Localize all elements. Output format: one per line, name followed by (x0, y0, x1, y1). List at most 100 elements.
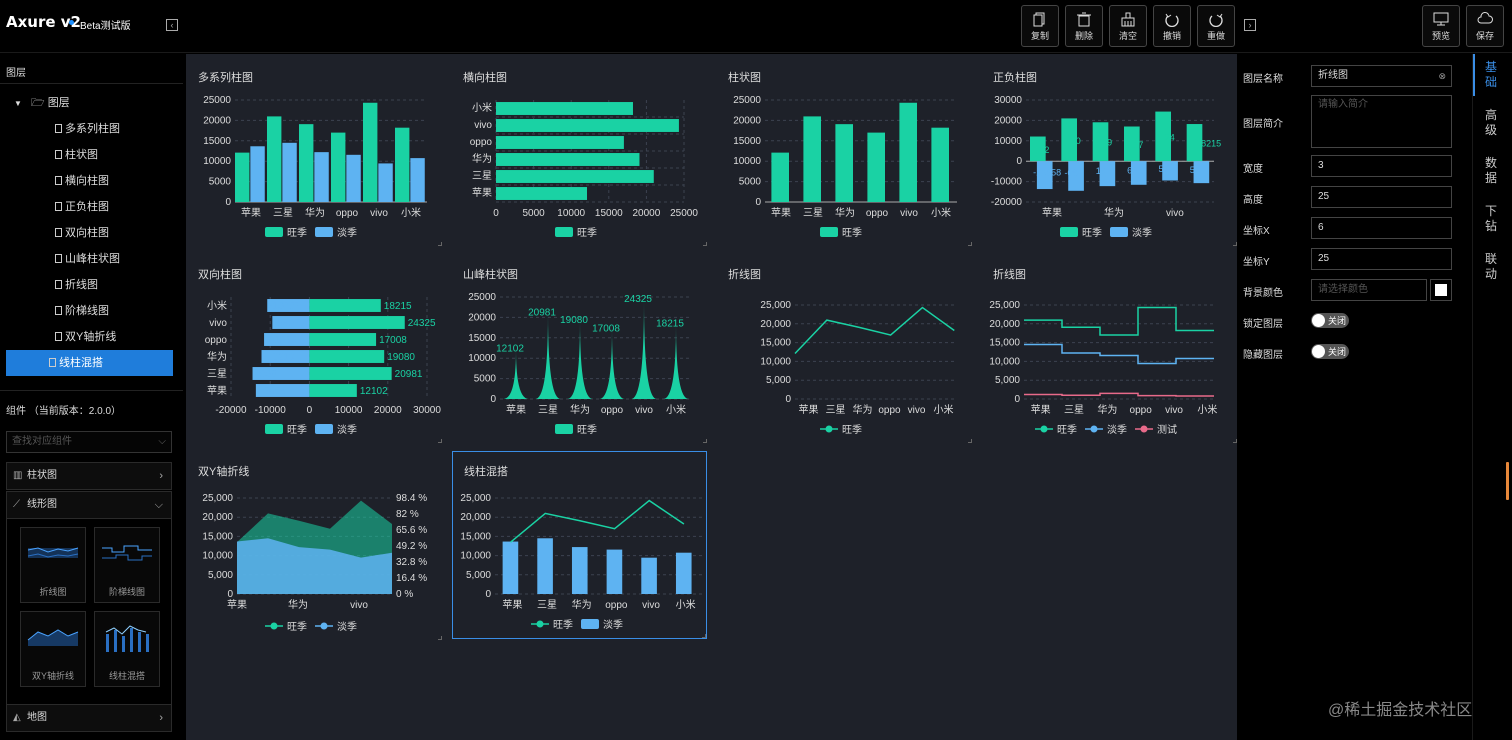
resize-handle[interactable] (1233, 439, 1237, 443)
chart-card[interactable]: 双Y轴折线 0 5,000 10,000 15,000 20,000 25,000 0 % 16… (187, 452, 442, 640)
layer-item[interactable]: 横向柱图 (6, 168, 173, 194)
resize-handle[interactable] (438, 439, 442, 443)
expand-right-icon[interactable]: › (1244, 19, 1256, 31)
resize-handle[interactable] (438, 636, 442, 640)
bg-color-input[interactable]: 请选择颜色 (1311, 279, 1427, 301)
width-input[interactable]: 3 (1311, 155, 1452, 177)
trash-button[interactable]: 删除 (1065, 5, 1103, 47)
y-tick-label: 10000 (468, 353, 496, 364)
y-tick-label: 小米 (472, 101, 492, 114)
chart-card[interactable]: 折线图 0 5,000 10,000 15,000 20,000 25,000 苹果 三星 华为 o… (717, 255, 972, 443)
copy-button[interactable]: 复制 (1021, 5, 1059, 47)
color-swatch[interactable] (1430, 279, 1452, 301)
thumb-line[interactable]: 折线图 (20, 527, 86, 603)
data-label: -12219 (264, 352, 296, 363)
tree-root[interactable]: ▼ 🗁 图层 (0, 90, 183, 116)
layer-name-input[interactable]: 折线图 ⊗ (1311, 65, 1452, 87)
layers-title: 图层 (0, 54, 183, 84)
layer-item[interactable]: 正负柱图 (6, 194, 173, 220)
bar (410, 158, 425, 202)
data-label: 18215 (384, 301, 412, 312)
chart-card[interactable]: 多系列柱图 0 5000 10000 15000 20000 25000 苹果 三星 华为 oppo… (187, 58, 442, 246)
tab-drilldown[interactable]: 下钻 (1484, 204, 1497, 233)
thumb-dual-y[interactable]: 双Y轴折线 (20, 611, 86, 687)
chart-card[interactable]: 折线图 0 5,000 10,000 15,000 20,000 25,000 苹果 三星 华为 o… (982, 255, 1237, 443)
group-map[interactable]: ◭ 地图 › (6, 704, 172, 732)
component-search-placeholder: 查找对应组件 (12, 436, 72, 447)
layer-item[interactable]: 多系列柱图 (6, 116, 173, 142)
bar (1193, 161, 1210, 184)
component-search-select[interactable]: 查找对应组件 ⌵ (6, 431, 172, 453)
height-input[interactable]: 25 (1311, 186, 1452, 208)
file-icon (55, 124, 62, 133)
series-line (1024, 392, 1214, 397)
thumb-step[interactable]: 阶梯线图 (94, 527, 160, 603)
legend-label: 淡季 (603, 619, 623, 631)
tab-basic[interactable]: 基础 (1484, 60, 1497, 89)
bar (496, 153, 640, 166)
y-tick-label: 0 (490, 394, 496, 405)
resize-handle[interactable] (438, 242, 442, 246)
resize-handle[interactable] (703, 242, 707, 246)
redo-button[interactable]: 重做 (1197, 5, 1235, 47)
layer-item[interactable]: 柱状图 (6, 142, 173, 168)
x-tick-label: 小米 (1197, 403, 1217, 416)
resize-handle[interactable] (968, 242, 972, 246)
resize-handle[interactable] (1233, 242, 1237, 246)
group-line-chart[interactable]: ⟋ 线形图 ⌵ (6, 491, 172, 519)
chart-card[interactable]: 双向柱图 -20000 -10000 0 10000 20000 30000 苹果 12102 1… (187, 255, 442, 443)
collapse-left-icon[interactable]: ‹ (166, 19, 178, 31)
layer-item[interactable]: 双向柱图 (6, 220, 173, 246)
x-tick-label: oppo (336, 208, 359, 219)
group-bar-chart[interactable]: ▥ 柱状图 › (6, 462, 172, 490)
layer-item[interactable]: 阶梯线图 (6, 298, 173, 324)
x-input[interactable]: 6 (1311, 217, 1452, 239)
x-tick-label: vivo (1166, 208, 1184, 219)
tab-data[interactable]: 数据 (1484, 156, 1497, 185)
chart-card[interactable]: 横向柱图 0 5000 10000 15000 20000 25000 苹果 三星 华为 oppo v… (452, 58, 707, 246)
design-canvas[interactable]: 多系列柱图 0 5000 10000 15000 20000 25000 苹果 三星 华为 oppo… (186, 54, 1237, 740)
layer-item-label: 山峰柱状图 (65, 253, 120, 265)
cloud-button[interactable]: 保存 (1466, 5, 1504, 47)
resize-handle[interactable] (703, 439, 707, 443)
y-tick-label: vivo (209, 318, 227, 329)
layer-item[interactable]: 山峰柱状图 (6, 246, 173, 272)
chart-card[interactable]: 柱状图 0 5000 10000 15000 20000 25000 苹果 三星 华为 oppo vi… (717, 58, 972, 246)
chart-title: 折线图 (993, 269, 1026, 281)
bar (299, 124, 314, 202)
peak-bar (663, 324, 689, 399)
thumb-mixed[interactable]: 线柱混搭 (94, 611, 160, 687)
chart-card[interactable]: 正负柱图 -20000 -10000 0 10000 20000 30000 12 -13658… (982, 58, 1237, 246)
resize-handle[interactable] (702, 634, 706, 638)
chart-card[interactable]: 山峰柱状图 0 5000 10000 15000 20000 25000 苹果 三星 华为 oppo… (452, 255, 707, 443)
layer-item[interactable]: 折线图 (6, 272, 173, 298)
scroll-indicator[interactable] (1506, 462, 1509, 500)
layer-tree: ▼ 🗁 图层 多系列柱图柱状图横向柱图 正负柱图 双向柱图山峰柱状图折线图 阶梯线图双… (0, 84, 183, 376)
toggle-knob (1312, 345, 1325, 358)
lock-toggle[interactable]: 关闭 (1311, 313, 1349, 328)
tab-linkage[interactable]: 联动 (1484, 252, 1497, 281)
watermark: @稀土掘金技术社区 (1328, 702, 1473, 719)
x-tick-label: 三星 (826, 404, 846, 416)
hide-toggle[interactable]: 关闭 (1311, 344, 1349, 359)
layer-desc-textarea[interactable]: 请输入简介 (1311, 95, 1452, 148)
clear-input-icon[interactable]: ⊗ (1438, 71, 1446, 81)
layer-item[interactable]: 线柱混搭 (6, 350, 173, 376)
bar (502, 541, 519, 594)
monitor-button[interactable]: 预览 (1422, 5, 1460, 47)
y2-tick-label: 98.4 % (396, 493, 427, 504)
layer-item-label: 柱状图 (65, 149, 98, 161)
undo-button[interactable]: 撤销 (1153, 5, 1191, 47)
file-icon (49, 358, 56, 367)
legend-swatch (825, 425, 833, 433)
y-tick-label: 0 (1016, 156, 1022, 167)
y-input[interactable]: 25 (1311, 248, 1452, 270)
layer-item[interactable]: 双Y轴折线 (6, 324, 173, 350)
data-label: -10757 (269, 301, 301, 312)
clear-button[interactable]: 清空 (1109, 5, 1147, 47)
chart-card[interactable]: 线柱混搭 0 5,000 10,000 15,000 20,000 25,000 苹果 三星 华为… (452, 451, 707, 639)
tab-advanced[interactable]: 高级 (1484, 108, 1497, 137)
y-tick-label: 华为 (207, 350, 227, 363)
top-bar: Axure v2 Beta测试版 ‹ 复制 删除 清空 撤销 重做 › 预览 保存 (0, 0, 1512, 53)
resize-handle[interactable] (968, 439, 972, 443)
